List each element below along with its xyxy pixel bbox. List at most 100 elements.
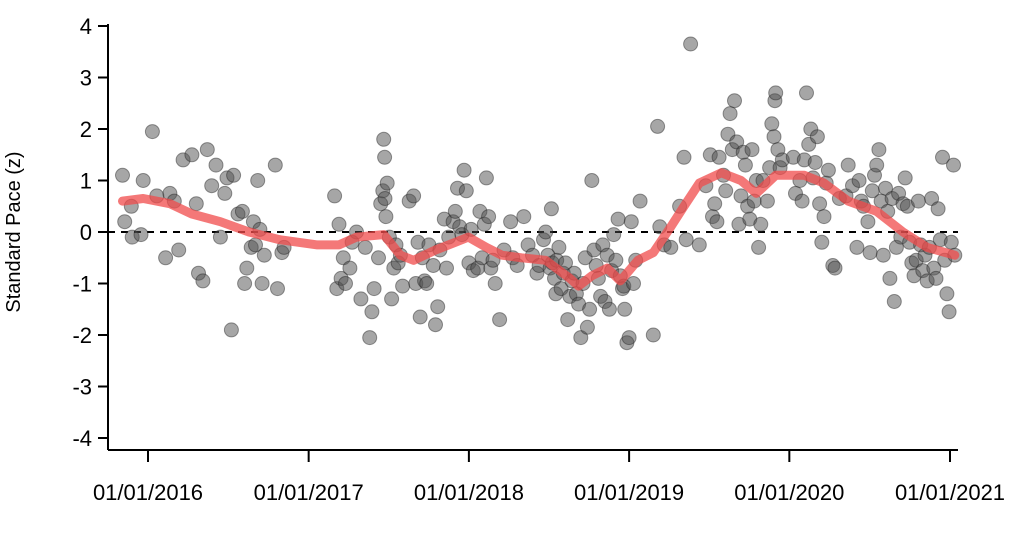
data-point [764, 116, 780, 132]
data-point [412, 309, 428, 325]
data-point [663, 239, 679, 255]
data-point [610, 211, 626, 227]
data-point [456, 162, 472, 178]
data-point [406, 188, 422, 204]
data-point [814, 234, 830, 250]
data-point [910, 193, 926, 209]
y-tick-label: 1 [80, 169, 92, 194]
axes-layer [98, 24, 958, 462]
data-point [516, 209, 532, 225]
y-tick-label: 2 [80, 117, 92, 142]
data-point [820, 162, 836, 178]
data-point [158, 250, 174, 266]
x-tick-label: 01/01/2017 [254, 480, 364, 505]
data-point [875, 247, 891, 263]
x-tick-label: 01/01/2021 [895, 480, 1005, 505]
data-point [768, 85, 784, 101]
data-point [678, 232, 694, 248]
data-point [840, 157, 856, 173]
data-point [115, 167, 130, 183]
data-point [458, 183, 474, 199]
data-point [133, 227, 149, 243]
data-point [377, 191, 393, 206]
data-point [809, 129, 825, 145]
data-point [584, 173, 600, 188]
data-point [751, 239, 767, 255]
y-tick-label: -4 [72, 426, 92, 451]
data-point [886, 294, 902, 309]
data-point [353, 291, 369, 307]
data-point [579, 319, 595, 335]
data-point [135, 173, 151, 188]
x-tick-label: 01/01/2020 [734, 480, 844, 505]
data-point [560, 312, 576, 328]
x-tick-label: 01/01/2019 [574, 480, 684, 505]
data-point [226, 167, 242, 183]
data-point [827, 260, 843, 276]
data-point [267, 157, 283, 173]
data-point [807, 155, 823, 170]
data-point [729, 134, 745, 150]
data-point [188, 196, 204, 212]
data-point [377, 149, 393, 165]
data-point [650, 118, 666, 134]
data-point [208, 157, 224, 173]
data-point [606, 227, 622, 243]
data-point [439, 260, 454, 276]
data-point [425, 258, 441, 273]
data-point [212, 229, 228, 245]
data-point [601, 301, 617, 317]
data-point [621, 330, 637, 346]
data-point [379, 175, 395, 191]
data-point [812, 196, 828, 212]
data-point [862, 245, 878, 261]
data-point [878, 180, 893, 196]
data-point [378, 209, 394, 225]
y-axis-label: Standard Pace (z) [3, 151, 25, 312]
data-point [617, 301, 633, 317]
data-point [582, 301, 598, 317]
data-point [395, 278, 411, 294]
data-point [935, 149, 950, 165]
data-point [331, 216, 347, 232]
x-tick-label: 01/01/2016 [93, 480, 203, 505]
data-point [941, 304, 957, 320]
data-point [943, 234, 959, 250]
data-point [419, 276, 435, 291]
data-point [384, 291, 400, 307]
data-point [223, 322, 239, 338]
data-point [171, 242, 187, 258]
data-point [799, 85, 814, 101]
y-tick-label: -3 [72, 375, 92, 400]
data-point [204, 178, 220, 194]
data-point [645, 327, 661, 343]
data-point [871, 142, 887, 158]
data-point [722, 106, 738, 122]
data-point [737, 157, 753, 173]
data-point [364, 304, 380, 320]
data-point [882, 270, 898, 286]
data-point [234, 203, 250, 219]
data-point [487, 276, 503, 291]
data-point [254, 276, 270, 291]
data-point [447, 203, 463, 219]
data-point [551, 239, 567, 255]
x-tick-label: 01/01/2018 [414, 480, 524, 505]
y-tick-label: 0 [80, 220, 92, 245]
data-point [342, 260, 358, 276]
data-point [869, 157, 885, 173]
data-point [851, 173, 867, 188]
data-point [195, 273, 211, 289]
data-point [237, 276, 253, 291]
data-point [849, 239, 865, 255]
data-point [816, 209, 832, 225]
data-point [623, 214, 639, 230]
data-point [711, 149, 727, 165]
data-point [683, 36, 699, 52]
data-point [217, 185, 233, 201]
data-point [744, 142, 760, 158]
data-point [930, 201, 946, 217]
data-point [357, 239, 373, 255]
